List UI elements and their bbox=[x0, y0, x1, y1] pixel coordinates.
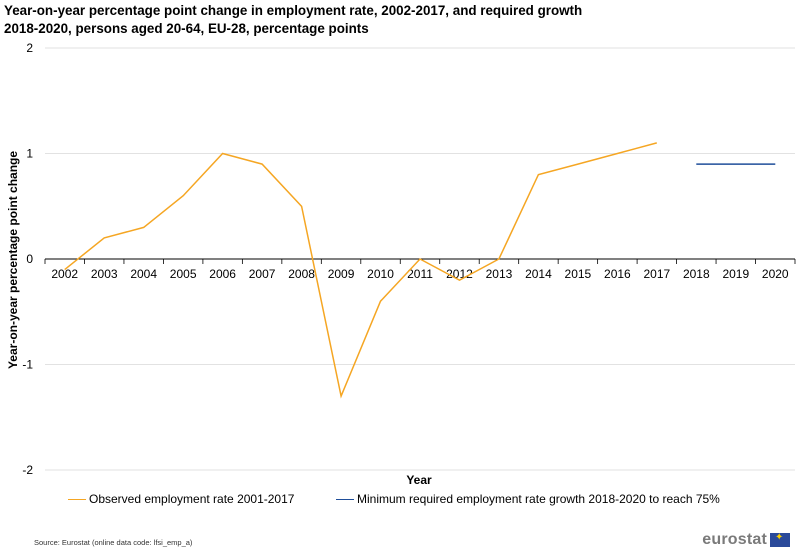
series-line-observed bbox=[64, 142, 657, 399]
x-tick-label: 2005 bbox=[170, 267, 197, 281]
eurostat-logo: eurostat bbox=[702, 531, 790, 549]
legend-item-observed: Observed employment rate 2001-2017 bbox=[68, 492, 294, 506]
chart-legend: Observed employment rate 2001-2017 Minim… bbox=[0, 492, 800, 512]
legend-swatch-required bbox=[336, 498, 354, 500]
x-tick-label: 2008 bbox=[288, 267, 315, 281]
source-note: Source: Eurostat (online data code: lfsi… bbox=[34, 538, 193, 547]
x-tick-label: 2018 bbox=[683, 267, 710, 281]
x-tick-label: 2019 bbox=[722, 267, 749, 281]
x-tick-label: 2016 bbox=[604, 267, 631, 281]
legend-swatch-observed bbox=[68, 498, 86, 500]
x-tick-label: 2015 bbox=[565, 267, 592, 281]
x-tick-label: 2002 bbox=[51, 267, 78, 281]
y-axis-ticks: 2 1 0 -1 -2 bbox=[22, 41, 33, 477]
x-tick-label: 2009 bbox=[328, 267, 355, 281]
y-tick-label: 2 bbox=[26, 41, 33, 55]
x-tick-label: 2011 bbox=[407, 267, 433, 281]
x-axis-title: Year bbox=[406, 473, 432, 487]
y-tick-label: -2 bbox=[22, 463, 33, 477]
legend-label-observed: Observed employment rate 2001-2017 bbox=[89, 492, 295, 506]
x-tick-label: 2017 bbox=[643, 267, 670, 281]
x-tick-label: 2003 bbox=[91, 267, 118, 281]
legend-item-required: Minimum required employment rate growth … bbox=[336, 492, 720, 506]
chart-title: Year-on-year percentage point change in … bbox=[4, 3, 583, 36]
x-tick-label: 2014 bbox=[525, 267, 552, 281]
y-tick-label: -1 bbox=[22, 358, 33, 372]
x-tick-label: 2020 bbox=[762, 267, 789, 281]
x-tick-label: 2012 bbox=[446, 267, 473, 281]
y-tick-label: 1 bbox=[26, 147, 33, 161]
legend-label-required: Minimum required employment rate growth … bbox=[357, 492, 720, 506]
x-tick-label: 2006 bbox=[209, 267, 236, 281]
logo-text: eurostat bbox=[702, 531, 767, 548]
x-tick-label: 2013 bbox=[486, 267, 513, 281]
series-lines bbox=[64, 142, 776, 399]
eu-flag-icon bbox=[770, 532, 790, 547]
x-axis-ticks: 2002 2003 2004 2005 2006 2007 2008 2009 2010 2011… bbox=[44, 259, 796, 281]
y-tick-label: 0 bbox=[26, 252, 33, 266]
y-axis-title: Year-on-year percentage point change bbox=[6, 151, 20, 369]
x-tick-label: 2007 bbox=[249, 267, 276, 281]
x-tick-label: 2004 bbox=[130, 267, 157, 281]
x-tick-label: 2010 bbox=[367, 267, 394, 281]
